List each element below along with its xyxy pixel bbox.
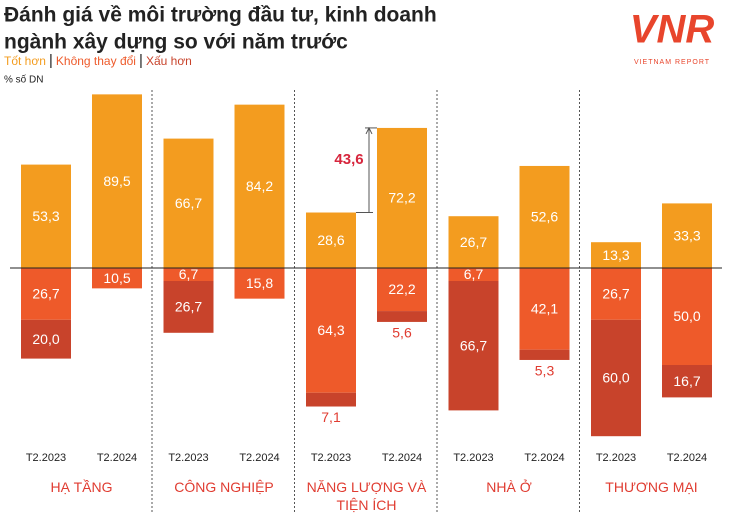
x-tick-label: T2.2023 [596, 452, 636, 464]
value-label: 26,7 [32, 286, 59, 302]
bar-segment [234, 104, 285, 268]
bar-segment [21, 268, 71, 320]
bar-segment [92, 268, 142, 289]
value-label: 64,3 [317, 322, 344, 338]
bar-segment [662, 365, 712, 398]
legend-entry: Xấu hơn [146, 54, 192, 68]
annotation-label: 43,6 [334, 151, 363, 168]
logo-subtitle: VIETNAM REPORT [634, 59, 710, 66]
bar-segment [591, 242, 641, 268]
value-label: 16,7 [673, 373, 700, 389]
bar-segment [448, 268, 499, 281]
x-tick-label: T2.2023 [168, 452, 208, 464]
group-label: NĂNG LƯỢNG VÀ TIỆN ÍCH [306, 479, 427, 513]
value-label: 50,0 [673, 308, 700, 324]
bar-segment [163, 268, 214, 281]
bar-segment [92, 94, 142, 269]
bar-segment [163, 280, 214, 333]
chart-title: ngành xây dựng so với năm trước [4, 31, 348, 54]
x-tick-label: T2.2023 [311, 452, 351, 464]
value-label: 52,6 [531, 209, 558, 225]
bar-segment [377, 127, 427, 268]
value-label: 26,7 [460, 234, 487, 250]
x-tick-label: T2.2023 [26, 452, 66, 464]
value-label: 53,3 [32, 208, 59, 224]
bar-segment [21, 319, 71, 359]
y-axis-label: % số DN [4, 74, 43, 86]
value-label: 26,7 [175, 299, 202, 315]
group-label: CÔNG NGHIỆP [174, 479, 274, 495]
bar-segment [662, 268, 712, 365]
value-label: 66,7 [460, 337, 487, 353]
bar-segment [519, 165, 570, 268]
group-label: THƯƠNG MẠI [605, 479, 698, 495]
bar-segment [519, 349, 570, 360]
value-label: 84,2 [246, 178, 273, 194]
annotation-arrowhead [365, 126, 373, 135]
x-tick-label: T2.2024 [667, 452, 707, 464]
bar-segment [377, 311, 427, 322]
bar-segment [448, 280, 499, 411]
bar-segment [591, 268, 641, 320]
bar-segment [306, 268, 356, 393]
chart-title: Đánh giá về môi trường đầu tư, kinh doan… [4, 4, 437, 27]
bar-segment [519, 268, 570, 350]
logo: VNR [630, 8, 715, 52]
value-label: 20,0 [32, 331, 59, 347]
value-label: 72,2 [388, 190, 415, 206]
value-label: 22,2 [388, 281, 415, 297]
bar-segment [377, 268, 427, 312]
value-label: 60,0 [602, 370, 629, 386]
bar-segment [306, 212, 356, 268]
bar-segment [448, 216, 499, 268]
x-tick-label: T2.2024 [97, 452, 137, 464]
legend-entry: Không thay đổi [56, 54, 136, 68]
value-label: 6,7 [464, 266, 484, 282]
group-label: NHÀ Ở [486, 479, 532, 495]
x-tick-label: T2.2024 [239, 452, 279, 464]
value-label: 6,7 [179, 266, 199, 282]
x-tick-label: T2.2023 [453, 452, 493, 464]
bar-segment [306, 392, 356, 407]
bar-segment [591, 319, 641, 437]
group-label: HẠ TẦNG [50, 479, 113, 495]
value-label: 26,7 [602, 286, 629, 302]
value-label: 5,6 [392, 325, 412, 341]
value-label: 15,8 [246, 275, 273, 291]
value-label: 5,3 [535, 363, 555, 379]
legend-entry: Tốt hơn [4, 54, 46, 68]
value-label: 10,5 [103, 270, 130, 286]
value-label: 89,5 [103, 173, 130, 189]
bar-segment [234, 268, 285, 299]
x-tick-label: T2.2024 [524, 452, 564, 464]
value-label: 33,3 [673, 227, 700, 243]
value-label: 42,1 [531, 301, 558, 317]
x-tick-label: T2.2024 [382, 452, 422, 464]
value-label: 66,7 [175, 195, 202, 211]
bar-segment [21, 164, 71, 268]
bar-segment [662, 203, 712, 268]
value-label: 7,1 [321, 409, 341, 425]
bar-segment [163, 138, 214, 268]
value-label: 28,6 [317, 232, 344, 248]
value-label: 13,3 [602, 247, 629, 263]
